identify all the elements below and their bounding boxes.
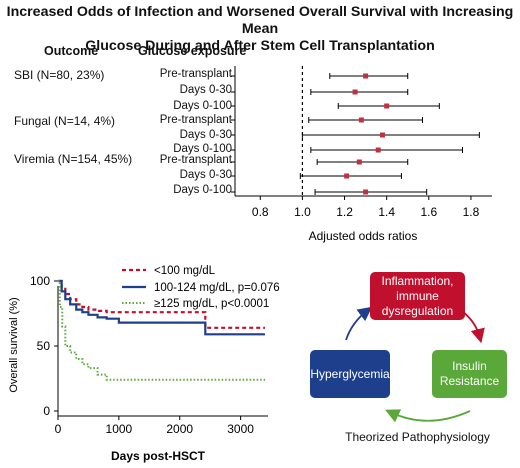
odds-ratio-point — [363, 73, 369, 79]
survival-x-tick-label: 1000 — [106, 422, 133, 436]
arrow-hyperglycemia-to-inflammation — [345, 306, 373, 341]
outcome-viremia: Viremia (N=154, 45%) — [14, 152, 133, 166]
survival-x-tick-label: 0 — [55, 422, 62, 436]
legend-label-mid: 100-124 mg/dL, p=0.076 — [154, 282, 280, 294]
forest-x-tick-label: 1.6 — [420, 205, 437, 219]
survival-x-tick-label: 2000 — [166, 422, 193, 436]
odds-ratio-point — [352, 89, 358, 95]
odds-ratio-point — [384, 103, 390, 109]
exposure-label: Days 0-100 — [173, 143, 232, 155]
arrow-insulin-to-hyperglycemia — [385, 409, 471, 423]
figure-title: Increased Odds of Infection and Worsened… — [0, 4, 520, 55]
survival-y-tick-label: 100 — [30, 274, 50, 288]
survival-y-label: Overall survival (%) — [8, 297, 20, 392]
legend-label-high: ≥125 mg/dL, p<0.0001 — [154, 298, 269, 310]
title-line-1: Increased Odds of Infection and Worsened… — [6, 4, 514, 37]
exposure-label: Days 0-100 — [173, 100, 232, 112]
forest-x-tick-label: 1.8 — [463, 205, 480, 219]
forest-x-label: Adjusted odds ratios — [309, 229, 418, 243]
forest-x-tick-label: 1.4 — [378, 205, 395, 219]
odds-ratio-point — [375, 147, 381, 153]
exposure-label: Days 0-30 — [179, 84, 232, 96]
survival-y-tick-label: 0 — [43, 404, 50, 418]
survival-curve-high — [58, 280, 265, 381]
outcome-fungal: Fungal (N=14, 4%) — [14, 114, 116, 128]
survival-y-tick-label: 50 — [37, 339, 51, 353]
outcome-sbi: SBI (N=80, 23%) — [14, 68, 105, 82]
outcome-header: Outcome — [44, 44, 99, 58]
pathophysiology-caption: Theorized Pathophysiology — [345, 430, 490, 444]
survival-curve-low — [58, 279, 265, 329]
survival-plot: Overall survival (%) Days post-HSCT 0 50 1… — [8, 265, 280, 463]
forest-x-tick-label: 0.8 — [252, 205, 269, 219]
hyperglycemia-box: Hyperglycemia — [310, 350, 390, 398]
exposure-label: Days 0-30 — [179, 169, 232, 181]
survival-x-label: Days post-HSCT — [111, 449, 206, 463]
insulin-resistance-box: Insulin Resistance — [432, 350, 507, 398]
forest-x-tick-label: 1.0 — [294, 205, 311, 219]
odds-ratio-point — [379, 132, 385, 138]
survival-x-tick-label: 3000 — [227, 422, 254, 436]
exposure-label: Pre-transplant — [159, 68, 232, 80]
legend-label-low: <100 mg/dL — [154, 265, 216, 277]
survival-curve-mid — [58, 279, 265, 336]
exposure-label: Pre-transplant — [159, 114, 232, 126]
odds-ratio-point — [363, 189, 369, 195]
title-line-2: Glucose During and After Stem Cell Trans… — [85, 38, 435, 54]
exposure-label: Days 0-30 — [179, 129, 232, 141]
odds-ratio-point — [356, 159, 362, 165]
inflammation-box: Inflammation, immune dysregulation — [370, 272, 465, 320]
forest-x-tick-label: 1.2 — [336, 205, 353, 219]
forest-plot: 0.8 1.0 1.2 1.4 1.6 1.8 Adjusted odds ratios — [231, 66, 492, 243]
odds-ratio-point — [344, 173, 350, 179]
exposure-header: Glucose exposure — [138, 44, 247, 58]
odds-ratio-point — [358, 117, 364, 123]
exposure-label: Pre-transplant — [159, 154, 232, 166]
exposure-label: Days 0-100 — [173, 184, 232, 196]
